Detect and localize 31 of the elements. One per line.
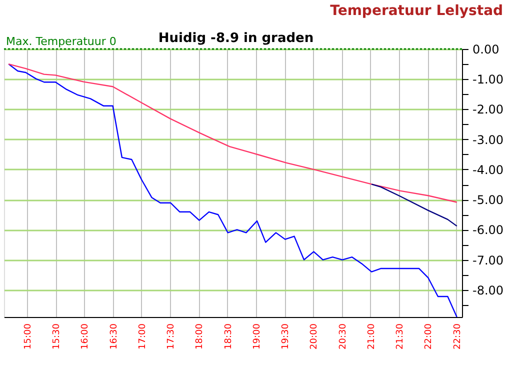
y-tick-label: 0.00 bbox=[472, 42, 500, 56]
x-tick-label: 17:00 bbox=[138, 323, 148, 350]
y-tick-label: -3.00 bbox=[472, 132, 504, 147]
line-series bbox=[8, 63, 458, 203]
x-tick-label: 15:00 bbox=[23, 323, 34, 350]
chart-subtitle: Huidig -8.9 in graden bbox=[158, 31, 314, 46]
y-tick-label: -1.00 bbox=[472, 72, 504, 87]
y-tick-label: -2.00 bbox=[472, 102, 504, 117]
x-tick-label: 18:30 bbox=[224, 323, 234, 350]
x-tick-label: 21:30 bbox=[396, 323, 406, 350]
ref-line-label: Max. Temperatuur 0 bbox=[6, 35, 116, 48]
x-tick-label: 15:30 bbox=[52, 323, 62, 350]
line-series bbox=[370, 184, 458, 227]
line-series bbox=[8, 63, 458, 317]
x-tick-label: 20:00 bbox=[310, 323, 320, 350]
x-tick-label: 16:00 bbox=[80, 323, 91, 350]
y-tick-label: -4.00 bbox=[472, 162, 504, 177]
x-tick-label: 19:00 bbox=[252, 323, 262, 350]
x-tick-label: 20:30 bbox=[338, 323, 348, 350]
y-tick-label: -7.00 bbox=[472, 253, 504, 268]
x-tick-label: 22:00 bbox=[424, 323, 434, 350]
x-tick-label: 19:30 bbox=[281, 323, 292, 350]
y-tick-label: -6.00 bbox=[472, 223, 504, 238]
x-tick-label: 16:30 bbox=[109, 323, 120, 350]
x-tick-label: 18:00 bbox=[195, 323, 206, 350]
y-tick-label: -5.00 bbox=[472, 193, 504, 208]
y-tick-label: -8.00 bbox=[472, 283, 504, 298]
x-tick-label: 22:30 bbox=[452, 323, 463, 350]
x-tick-label: 21:00 bbox=[366, 323, 377, 350]
x-tick-label: 17:30 bbox=[166, 323, 177, 350]
chart-title: Temperatuur Lelystad bbox=[330, 3, 504, 19]
